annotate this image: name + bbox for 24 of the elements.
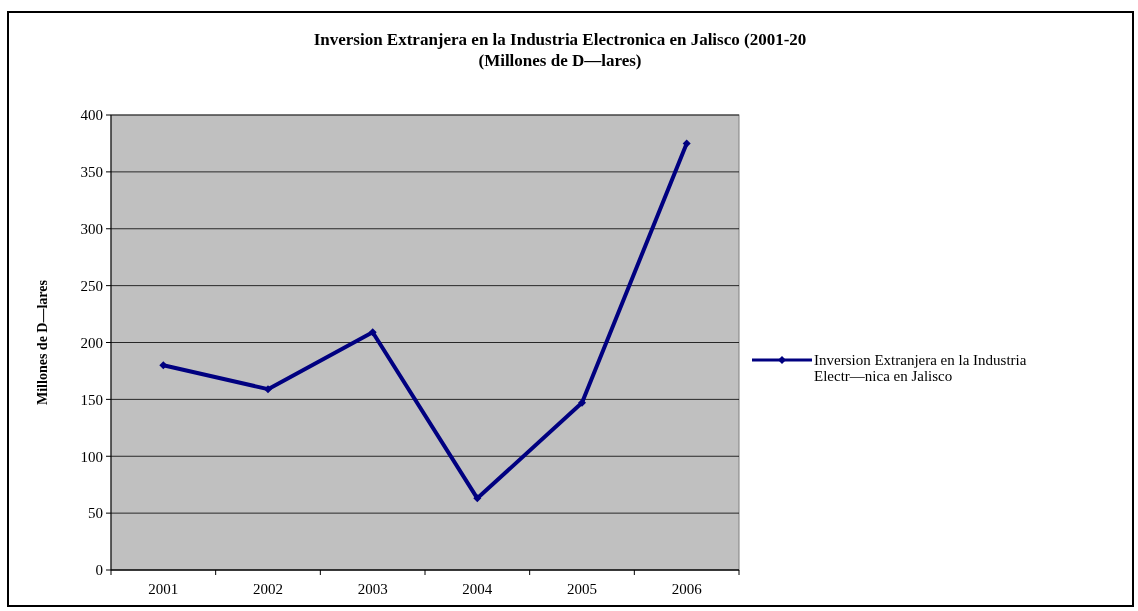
y-tick-label: 50 [88, 505, 103, 522]
chart-title: Inversion Extranjera en la Industria Electronica en Jalisco (2001-20 [313, 30, 807, 49]
x-tick-label: 2003 [357, 581, 388, 597]
point [578, 398, 586, 407]
y-tick-label: 350 [80, 164, 103, 181]
point [264, 385, 272, 394]
y-tick-label: 100 [80, 448, 103, 465]
y-tick-label: 250 [80, 277, 103, 294]
y-tick-label: 300 [80, 221, 103, 237]
x-tick-label: 2004 [462, 581, 493, 597]
x-tick-label: 2002 [253, 581, 283, 597]
x-tick-label: 2006 [671, 581, 703, 597]
point [368, 328, 377, 337]
legend-label: Inversion Extranjera en la Industria Electr—nica en Jalisco [814, 352, 1027, 384]
x-tick-label: 2005 [567, 581, 597, 597]
y-tick-label: 0 [95, 562, 103, 579]
y-tick-label: 400 [80, 107, 103, 124]
x-tick-label: 2001 [148, 581, 179, 597]
y-tick-label: 200 [80, 334, 103, 351]
point [682, 139, 691, 148]
point [473, 494, 482, 503]
y-axis-title: Millones de D—lares [35, 279, 50, 405]
chart-subtitle: (Millones de D—lares) [478, 51, 642, 70]
y-tick-label: 150 [80, 391, 103, 408]
